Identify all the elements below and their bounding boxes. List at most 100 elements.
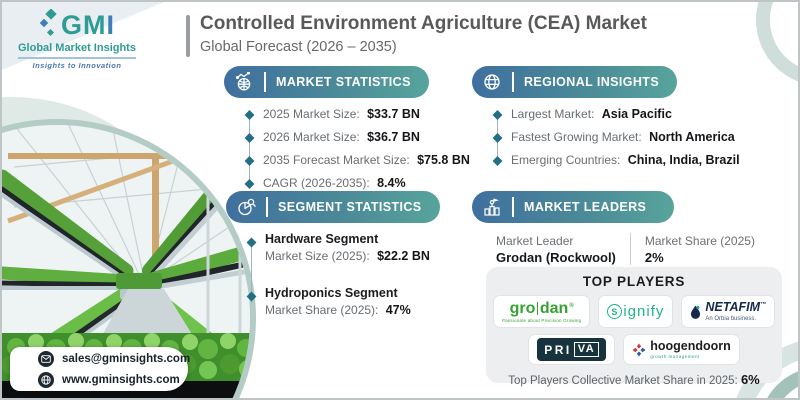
diamond-bullet-icon [244, 178, 255, 189]
email-row[interactable]: sales@gminsights.com [38, 350, 191, 367]
top-players-row-1: gro dan ® Passionate about Precision Gro… [486, 295, 782, 328]
website-row[interactable]: www.gminsights.com [38, 371, 188, 388]
stat-item: 2035 Forecast Market Size: $75.8 BN [244, 152, 470, 169]
stat-value: 8.4% [377, 176, 406, 190]
priva-part1: PRI [544, 342, 572, 357]
trademark-mark: ™ [760, 302, 766, 309]
market-statistics-title: MARKET STATISTICS [276, 75, 411, 89]
stat-label: Fastest Growing Market: [511, 130, 642, 144]
segment-statistics-list: Hardware Segment Market Size (2025): $22… [246, 231, 440, 319]
pill-separator [512, 197, 514, 217]
netafim-logo: NETAFIM™ An Orbia business. [681, 295, 775, 328]
market-leaders-row: Market Leader Grodan (Rockwool) Market S… [496, 233, 755, 265]
list-rail [251, 241, 252, 303]
signify-logo: S ignify [598, 295, 674, 328]
diamond-bullet-icon [244, 132, 255, 143]
gmi-logo: GMI Global Market Insights Insights to I… [18, 9, 136, 70]
segment-name: Hydroponics Segment [265, 286, 398, 300]
signify-rest: ignify [623, 303, 665, 320]
diamond-bullet-icon [246, 237, 257, 248]
region-item: Largest Market: Asia Pacific [492, 106, 740, 123]
water-drop-icon [691, 305, 701, 319]
caption-label: Top Players Collective Market Share in 2… [508, 375, 738, 387]
page-subtitle: Global Forecast (2026 – 2035) [200, 39, 397, 55]
top-players-title: TOP PLAYERS [582, 274, 686, 289]
hoogendoorn-logo: hoogendoorn growth management [623, 334, 740, 365]
segment-item: Hardware Segment Market Size (2025): $22… [246, 231, 440, 265]
market-share-label: Market Share (2025) [644, 233, 755, 248]
market-leader-block: Market Leader Grodan (Rockwool) [496, 234, 616, 265]
contact-website: www.gminsights.com [62, 373, 180, 386]
stat-value: North America [649, 130, 735, 144]
priva-logo: PRI VA [528, 334, 616, 365]
top-players-caption: Top Players Collective Market Share in 2… [486, 372, 782, 387]
grodan-divider [536, 302, 539, 315]
pinwheel-icon [632, 343, 646, 356]
stat-label: Market Size (2025): [265, 249, 370, 263]
netafim-tagline: An Orbia business. [705, 315, 757, 322]
stat-label: 2035 Forecast Market Size: [263, 153, 410, 167]
stat-label: CAGR (2026-2035): [263, 176, 370, 190]
stat-label: Emerging Countries: [511, 153, 621, 167]
stat-value: $75.8 BN [417, 153, 470, 167]
gmi-initials-i: I [106, 9, 115, 40]
stat-label: 2026 Market Size: [263, 130, 360, 144]
envelope-icon [38, 350, 54, 367]
regional-insights-section: REGIONAL INSIGHTS Largest Market: Asia P… [472, 66, 740, 175]
website-globe-icon [38, 371, 54, 388]
segment-statistics-header: SEGMENT STATISTICS [226, 191, 440, 223]
diamond-bullet-icon [246, 291, 257, 302]
diamond-bullet-icon [492, 109, 503, 120]
stat-value: Asia Pacific [601, 107, 672, 121]
stat-label: Market Share (2025): [265, 303, 379, 317]
regional-insights-header: REGIONAL INSIGHTS [472, 66, 678, 98]
stat-value: $36.7 BN [367, 130, 420, 144]
pill-separator [266, 197, 268, 217]
market-statistics-list: 2025 Market Size: $33.7 BN 2026 Market S… [244, 106, 470, 192]
diamond-bullet-icon [244, 155, 255, 166]
stat-value: $22.2 BN [377, 249, 430, 263]
priva-box: PRI VA [537, 338, 607, 361]
netafim-name: NETAFIM™ [705, 301, 766, 314]
market-share-block: Market Share (2025) 2% [645, 234, 755, 265]
stat-value: 47% [385, 303, 411, 317]
segment-item: Hydroponics Segment Market Share (2025):… [246, 285, 440, 319]
brand-tagline: Insights to Innovation [32, 61, 122, 70]
regional-insights-title: REGIONAL INSIGHTS [524, 75, 660, 89]
contact-email: sales@gminsights.com [62, 352, 191, 365]
globe-chart-icon [224, 66, 264, 98]
market-statistics-section: MARKET STATISTICS 2025 Market Size: $33.… [224, 66, 470, 198]
stat-label: Largest Market: [511, 107, 595, 121]
top-players-row-2: PRI VA hoogendoorn growth management [486, 334, 782, 365]
hoogendoorn-tagline: growth management [650, 353, 700, 359]
stat-value: $33.7 BN [367, 107, 420, 121]
regional-insights-list: Largest Market: Asia Pacific Fastest Gro… [492, 106, 740, 169]
vertical-divider [629, 233, 631, 265]
pie-chart-magnifier-icon [226, 191, 266, 223]
page-title: Controlled Environment Agriculture (CEA)… [200, 13, 647, 34]
grodan-part2: dan [539, 299, 569, 317]
market-leader-value: Grodan (Rockwool) [496, 249, 616, 265]
stat-item: CAGR (2026-2035): 8.4% [244, 175, 470, 192]
diamond-bullet-icon [244, 109, 255, 120]
segment-statistics-title: SEGMENT STATISTICS [278, 200, 422, 214]
segment-statistics-section: SEGMENT STATISTICS Hardware Segment Mark… [226, 191, 440, 339]
caption-value: 6% [740, 372, 760, 387]
grodan-part1: gro [509, 299, 536, 317]
region-item: Emerging Countries: China, India, Brazil [492, 152, 740, 169]
stat-value: China, India, Brazil [627, 153, 740, 167]
stat-label: 2025 Market Size: [263, 107, 360, 121]
contact-card: sales@gminsights.com www.gminsights.com [10, 347, 191, 391]
diamond-bullet-icon [492, 132, 503, 143]
segment-name: Hardware Segment [265, 232, 379, 246]
netafim-wordmark: NETAFIM [705, 300, 760, 315]
region-item: Fastest Growing Market: North America [492, 129, 740, 146]
gmi-initials: GMI [61, 9, 115, 40]
hoogendoorn-wordmark: hoogendoorn [650, 339, 731, 354]
grodan-logo: gro dan ® Passionate about Precision Gro… [493, 295, 591, 328]
globe-icon [472, 66, 512, 98]
market-leader-label: Market Leader [496, 233, 574, 248]
market-statistics-header: MARKET STATISTICS [224, 66, 429, 98]
list-rail [249, 115, 250, 185]
